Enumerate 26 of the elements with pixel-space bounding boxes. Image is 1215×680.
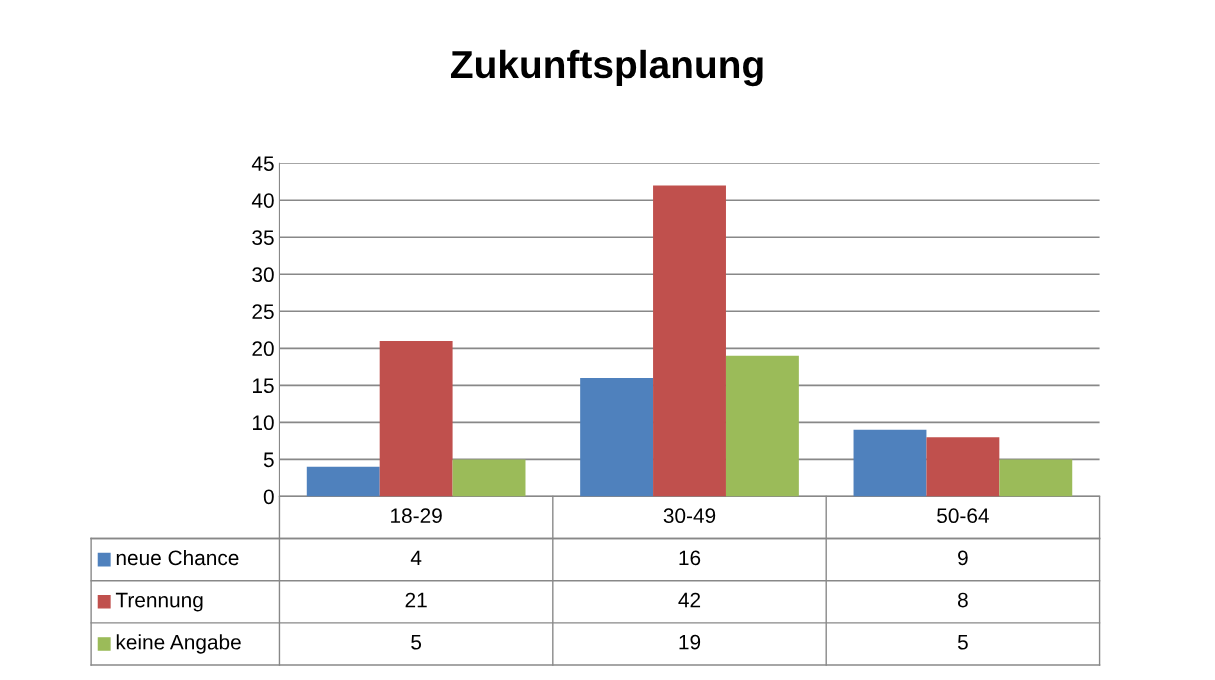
legend-label: keine Angabe <box>116 634 241 654</box>
y-tick-label: 30 <box>252 267 274 283</box>
y-tick-label: 20 <box>252 341 274 357</box>
y-tick-label: 0 <box>263 489 274 505</box>
data-label: 42 <box>678 592 701 608</box>
data-label: 21 <box>405 592 427 608</box>
y-tick-label: 45 <box>251 156 274 171</box>
legend-label: Trennung <box>115 592 203 612</box>
data-label: 16 <box>679 550 701 566</box>
y-tick-label: 40 <box>251 193 274 208</box>
y-tick-label: 35 <box>252 230 274 245</box>
x-tick-label: 30-49 <box>663 508 716 524</box>
x-tick-label: 50-64 <box>937 508 989 524</box>
data-label: 4 <box>410 550 422 566</box>
data-label: 19 <box>679 634 701 650</box>
x-tick-label: 18-29 <box>391 508 442 524</box>
chart-title: Zukunftsplanung <box>450 49 763 87</box>
y-tick-label: 10 <box>253 415 274 431</box>
data-label: 9 <box>958 550 968 566</box>
y-tick-label: 5 <box>263 452 274 468</box>
y-tick-label: 25 <box>252 304 274 320</box>
legend-label: neue Chance <box>116 549 239 566</box>
y-tick-label: 15 <box>253 378 274 394</box>
data-label: 5 <box>411 635 422 650</box>
data-label: 8 <box>958 592 968 608</box>
data-label: 5 <box>957 635 968 650</box>
